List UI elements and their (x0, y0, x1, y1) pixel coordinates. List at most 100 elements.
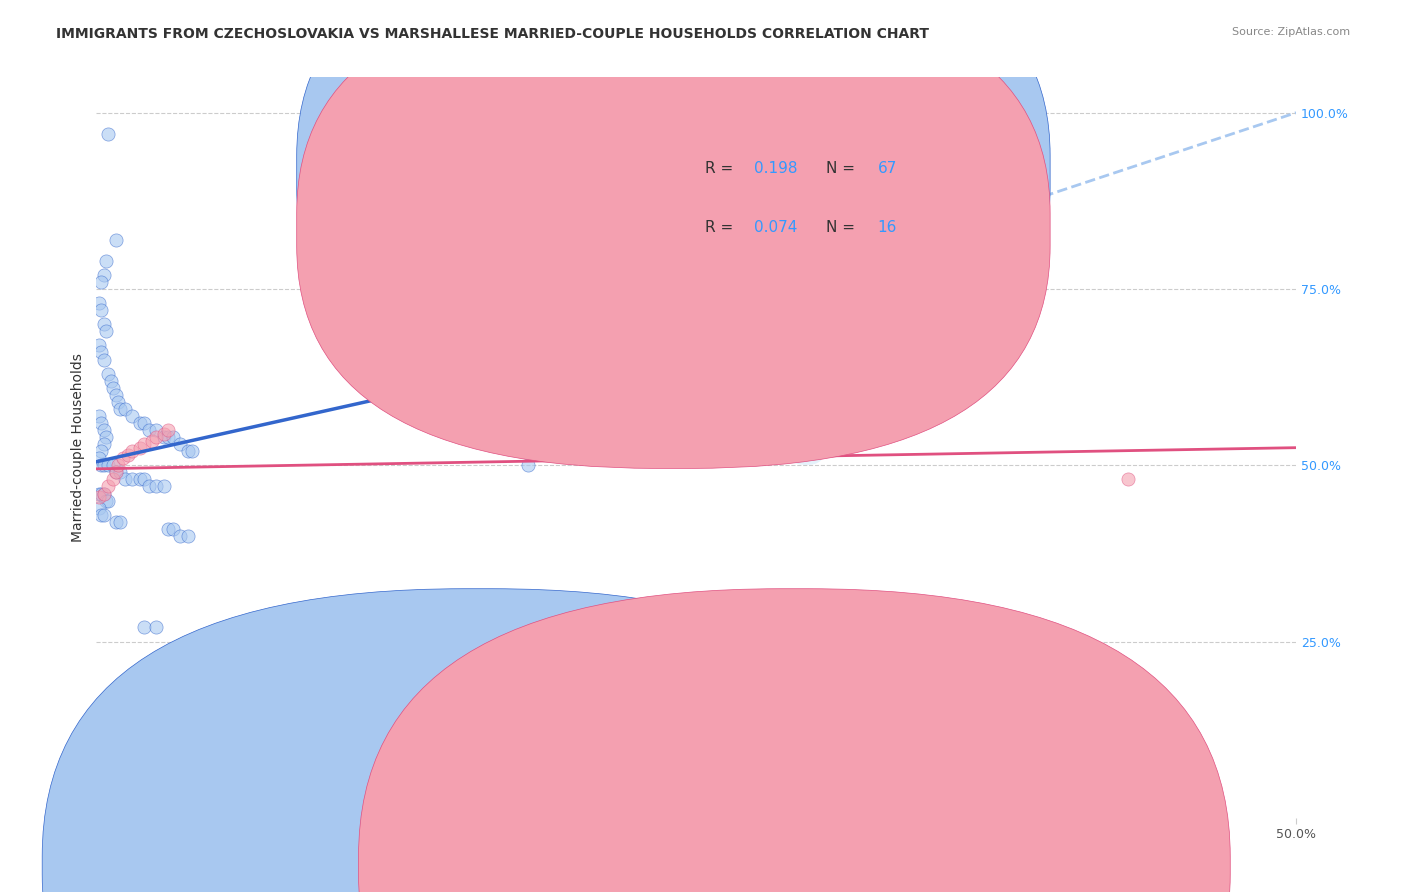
Point (138, 479, 160, 493)
Point (152, 426, 174, 441)
Point (90, 275, 112, 289)
Point (93, 437, 115, 451)
Text: 16: 16 (877, 220, 897, 235)
Point (157, 522, 180, 536)
Point (517, 458, 540, 473)
FancyBboxPatch shape (297, 0, 1050, 468)
Point (138, 423, 160, 437)
Point (121, 409, 143, 423)
Point (93, 486, 115, 500)
Point (97, 458, 120, 473)
Point (94, 253, 117, 268)
Point (90, 508, 112, 522)
Point (100, 374, 122, 388)
Point (145, 479, 167, 493)
Point (181, 444, 204, 458)
Point (110, 515, 132, 529)
Point (101, 472, 124, 486)
Point (121, 472, 143, 486)
Point (97, 367, 120, 381)
Text: 67: 67 (877, 161, 897, 176)
Point (97, 479, 120, 493)
Text: 0.198: 0.198 (754, 161, 797, 176)
FancyBboxPatch shape (297, 0, 1050, 410)
Point (101, 381, 124, 395)
Point (97, 127, 120, 141)
Point (87, 500, 110, 515)
Point (110, 401, 132, 416)
Text: N =: N = (825, 161, 859, 176)
Text: R =: R = (704, 161, 738, 176)
Point (134, 437, 156, 451)
Point (169, 529, 191, 543)
Point (93, 423, 115, 437)
Point (145, 620, 167, 634)
Point (169, 437, 191, 451)
Point (93, 458, 115, 473)
FancyBboxPatch shape (630, 129, 1014, 270)
Text: Source: ZipAtlas.com: Source: ZipAtlas.com (1232, 27, 1350, 37)
Point (176, 529, 198, 543)
Point (134, 620, 156, 634)
Point (128, 472, 150, 486)
Point (157, 423, 180, 437)
Point (145, 423, 167, 437)
Point (110, 466, 132, 480)
Point (107, 458, 129, 473)
Point (93, 352, 115, 367)
Point (90, 416, 112, 430)
Point (87, 451, 110, 466)
Point (134, 416, 156, 430)
Point (176, 444, 198, 458)
Point (157, 430, 180, 444)
Point (117, 448, 139, 462)
Point (162, 430, 184, 444)
Point (90, 303, 112, 318)
Point (93, 318, 115, 332)
Point (104, 515, 127, 529)
Text: 0.074: 0.074 (754, 220, 797, 235)
Point (90, 345, 112, 359)
Point (152, 430, 174, 444)
Point (90, 458, 112, 473)
Point (1116, 472, 1139, 486)
Point (97, 493, 120, 508)
Point (128, 416, 150, 430)
Point (93, 508, 115, 522)
Text: R =: R = (704, 220, 738, 235)
Point (94, 430, 117, 444)
Point (90, 444, 112, 458)
Point (141, 434, 163, 448)
Point (101, 458, 124, 473)
Text: ZIPatlas: ZIPatlas (564, 419, 828, 476)
Point (87, 296, 110, 310)
Point (93, 268, 115, 282)
Text: N =: N = (825, 220, 859, 235)
Point (152, 479, 174, 493)
Text: IMMIGRANTS FROM CZECHOSLOVAKIA VS MARSHALLESE MARRIED-COUPLE HOUSEHOLDS CORRELAT: IMMIGRANTS FROM CZECHOSLOVAKIA VS MARSHA… (56, 27, 929, 41)
Point (114, 401, 136, 416)
Point (93, 486, 115, 500)
Text: Marshallese: Marshallese (813, 859, 887, 871)
Point (107, 394, 129, 409)
Point (104, 388, 127, 402)
Point (104, 466, 127, 480)
Point (90, 486, 112, 500)
Point (162, 522, 184, 536)
Point (121, 444, 143, 458)
Point (87, 409, 110, 423)
Point (128, 441, 150, 455)
Point (114, 472, 136, 486)
Point (145, 430, 167, 444)
Point (104, 233, 127, 247)
Point (134, 472, 156, 486)
Point (87, 338, 110, 352)
Point (104, 466, 127, 480)
Point (111, 451, 134, 466)
Point (87, 486, 110, 500)
Point (93, 797, 115, 811)
Point (94, 324, 117, 338)
Y-axis label: Married-couple Households: Married-couple Households (72, 353, 86, 542)
Text: Immigrants from Czechoslovakia: Immigrants from Czechoslovakia (496, 859, 702, 871)
Point (94, 493, 117, 508)
